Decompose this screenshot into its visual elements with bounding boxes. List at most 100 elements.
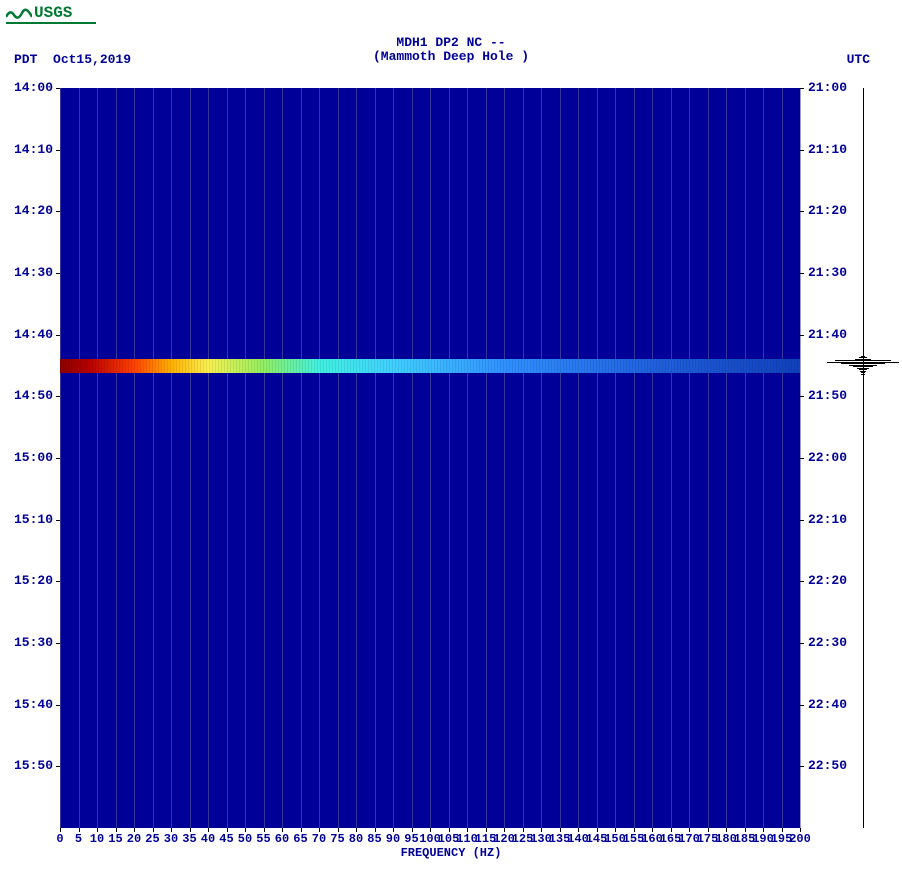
yaxis-tick-right bbox=[800, 643, 804, 644]
yaxis-tick-right bbox=[800, 396, 804, 397]
yaxis-tick-left bbox=[56, 396, 60, 397]
xaxis-tick-label: 40 bbox=[201, 832, 215, 846]
xaxis-tick-label: 200 bbox=[789, 832, 811, 846]
yaxis-tick-left bbox=[56, 643, 60, 644]
event-band-striation bbox=[60, 359, 800, 373]
seismogram-baseline bbox=[863, 88, 864, 828]
yaxis-label-left: 14:30 bbox=[14, 266, 53, 279]
yaxis-tick-right bbox=[800, 88, 804, 89]
yaxis-tick-right bbox=[800, 335, 804, 336]
seismogram-spike bbox=[861, 374, 865, 375]
gridline-v bbox=[449, 88, 450, 828]
gridline-v bbox=[79, 88, 80, 828]
xaxis-tick-label: 85 bbox=[367, 832, 381, 846]
gridline-v bbox=[190, 88, 191, 828]
yaxis-tick-right bbox=[800, 211, 804, 212]
xaxis-tick-label: 30 bbox=[164, 832, 178, 846]
yaxis-label-left: 14:00 bbox=[14, 81, 53, 94]
yaxis-tick-right bbox=[800, 458, 804, 459]
yaxis-label-left: 15:40 bbox=[14, 698, 53, 711]
spectrogram-plot bbox=[60, 88, 800, 828]
xaxis-tick-label: 80 bbox=[349, 832, 363, 846]
yaxis-tick-left bbox=[56, 766, 60, 767]
gridline-v bbox=[356, 88, 357, 828]
yaxis-label-right: 22:00 bbox=[808, 451, 847, 464]
gridline-v bbox=[671, 88, 672, 828]
tz-left: PDT bbox=[14, 52, 37, 67]
yaxis-label-left: 14:10 bbox=[14, 143, 53, 156]
yaxis-tick-left bbox=[56, 705, 60, 706]
yaxis-label-left: 15:30 bbox=[14, 636, 53, 649]
yaxis-label-right: 21:20 bbox=[808, 204, 847, 217]
chart-title-line1: MDH1 DP2 NC -- bbox=[0, 36, 902, 50]
yaxis-tick-left bbox=[56, 458, 60, 459]
yaxis-label-left: 15:20 bbox=[14, 574, 53, 587]
yaxis-label-right: 21:30 bbox=[808, 266, 847, 279]
gridline-v bbox=[597, 88, 598, 828]
gridline-v bbox=[504, 88, 505, 828]
xaxis-tick-label: 10 bbox=[90, 832, 104, 846]
yaxis-tick-left bbox=[56, 150, 60, 151]
gridline-v bbox=[153, 88, 154, 828]
gridline-v bbox=[393, 88, 394, 828]
yaxis-label-left: 14:50 bbox=[14, 389, 53, 402]
xaxis-title: FREQUENCY (HZ) bbox=[0, 846, 902, 860]
yaxis-label-right: 22:10 bbox=[808, 513, 847, 526]
gridline-v bbox=[282, 88, 283, 828]
xaxis-tick-label: 5 bbox=[75, 832, 82, 846]
date-label: Oct15,2019 bbox=[53, 52, 131, 67]
xaxis-tick-label: 75 bbox=[330, 832, 344, 846]
gridline-v bbox=[689, 88, 690, 828]
yaxis-label-left: 14:20 bbox=[14, 204, 53, 217]
yaxis-tick-right bbox=[800, 581, 804, 582]
yaxis-tick-right bbox=[800, 705, 804, 706]
xaxis-tick-label: 45 bbox=[219, 832, 233, 846]
gridline-v bbox=[208, 88, 209, 828]
yaxis-label-right: 21:00 bbox=[808, 81, 847, 94]
yaxis-label-right: 22:30 bbox=[808, 636, 847, 649]
gridline-v bbox=[338, 88, 339, 828]
yaxis-tick-left bbox=[56, 581, 60, 582]
yaxis-tick-right bbox=[800, 150, 804, 151]
xaxis-tick-labels: 0510152025303540455055606570758085909510… bbox=[60, 832, 800, 846]
gridline-v bbox=[560, 88, 561, 828]
yaxis-label-left: 15:50 bbox=[14, 759, 53, 772]
spectrogram-page: USGS MDH1 DP2 NC -- (Mammoth Deep Hole )… bbox=[0, 0, 902, 892]
spectrogram-event-band bbox=[60, 359, 800, 373]
gridline-v bbox=[486, 88, 487, 828]
xaxis-tick-label: 55 bbox=[256, 832, 270, 846]
xaxis-tick-label: 0 bbox=[56, 832, 63, 846]
chart-title-line2: (Mammoth Deep Hole ) bbox=[0, 50, 902, 64]
gridline-v bbox=[245, 88, 246, 828]
yaxis-tick-right bbox=[800, 520, 804, 521]
gridline-v bbox=[467, 88, 468, 828]
gridline-v bbox=[301, 88, 302, 828]
usgs-logo-text: USGS bbox=[34, 4, 72, 22]
yaxis-label-right: 21:40 bbox=[808, 328, 847, 341]
yaxis-label-right: 22:50 bbox=[808, 759, 847, 772]
yaxis-tick-left bbox=[56, 520, 60, 521]
xaxis-tick-label: 90 bbox=[386, 832, 400, 846]
xaxis-tick-label: 50 bbox=[238, 832, 252, 846]
gridline-v bbox=[652, 88, 653, 828]
gridline-v bbox=[116, 88, 117, 828]
xaxis-tick-label: 25 bbox=[145, 832, 159, 846]
gridline-v bbox=[264, 88, 265, 828]
yaxis-tick-right bbox=[800, 273, 804, 274]
gridline-v bbox=[634, 88, 635, 828]
gridline-v bbox=[412, 88, 413, 828]
gridline-v bbox=[319, 88, 320, 828]
yaxis-tick-left bbox=[56, 273, 60, 274]
gridline-v bbox=[615, 88, 616, 828]
left-tz-date-label: PDT Oct15,2019 bbox=[14, 52, 131, 67]
xaxis-tick-label: 70 bbox=[312, 832, 326, 846]
gridline-v bbox=[708, 88, 709, 828]
gridline-v bbox=[541, 88, 542, 828]
xaxis-tick-label: 60 bbox=[275, 832, 289, 846]
xaxis-tick-label: 95 bbox=[404, 832, 418, 846]
gridline-v bbox=[227, 88, 228, 828]
gridline-v bbox=[97, 88, 98, 828]
yaxis-label-right: 22:40 bbox=[808, 698, 847, 711]
usgs-wave-icon bbox=[6, 5, 32, 21]
xaxis-tick-label: 65 bbox=[293, 832, 307, 846]
